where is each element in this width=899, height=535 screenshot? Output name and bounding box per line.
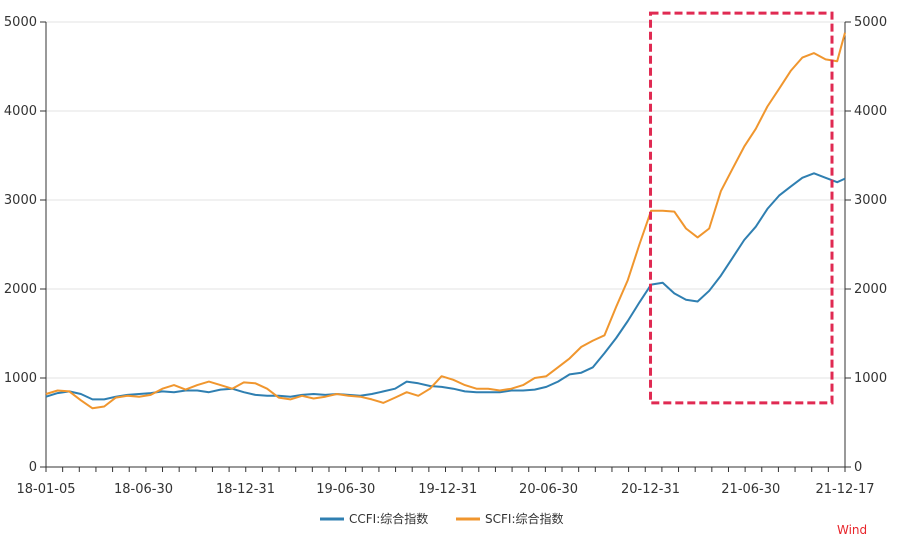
axes: 0 1000 2000 3000 4000 5000 0 1000 2000 3000 4000 50… <box>4 15 887 497</box>
legend: CCFI:综合指数 SCFI:综合指数 <box>320 511 563 526</box>
x-tick-label: 21-06-30 <box>721 482 780 497</box>
series-line-ccfi <box>45 172 846 401</box>
series-line-scfi <box>45 32 846 410</box>
y-tick-label-left: 5000 <box>4 15 37 30</box>
y-tick-label-left: 3000 <box>4 193 37 208</box>
x-tick-label: 20-12-31 <box>621 482 680 497</box>
y-tick-label-left: 0 <box>29 460 37 475</box>
x-tick-label: 20-06-30 <box>519 482 578 497</box>
y-tick-label-right: 1000 <box>854 371 887 386</box>
x-tick-label: 21-12-17 <box>815 482 874 497</box>
x-tick-label: 18-06-30 <box>114 482 173 497</box>
y-tick-label-right: 4000 <box>854 104 887 119</box>
y-tick-label-left: 1000 <box>4 371 37 386</box>
y-tick-label-left: 4000 <box>4 104 37 119</box>
y-tick-label-left: 2000 <box>4 282 37 297</box>
legend-label: CCFI:综合指数 <box>349 511 428 526</box>
x-tick-label: 19-06-30 <box>316 482 375 497</box>
y-tick-label-right: 0 <box>854 460 862 475</box>
y-tick-label-right: 2000 <box>854 282 887 297</box>
x-tick-label: 18-01-05 <box>16 482 75 497</box>
y-tick-label-right: 3000 <box>854 193 887 208</box>
highlight-region <box>649 11 834 405</box>
series-lines <box>45 32 846 410</box>
x-tick-label: 18-12-31 <box>216 482 275 497</box>
grid-lines <box>46 21 845 379</box>
watermark-text: Wind <box>837 523 867 535</box>
x-tick-label: 19-12-31 <box>418 482 477 497</box>
y-tick-label-right: 5000 <box>854 15 887 30</box>
legend-label: SCFI:综合指数 <box>485 511 563 526</box>
highlight-box <box>649 11 834 405</box>
